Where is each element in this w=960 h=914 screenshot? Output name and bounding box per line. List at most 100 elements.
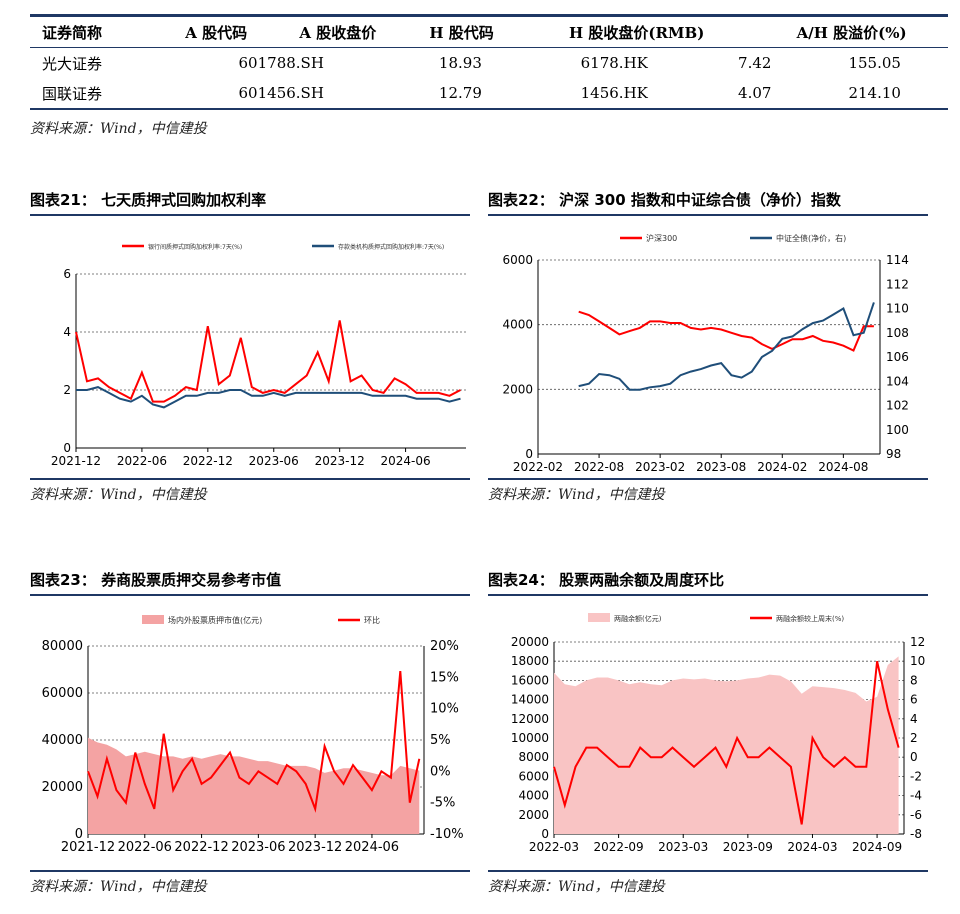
legend-label: 中证全债(净价，右) xyxy=(776,233,846,243)
table-cell: 18.93 xyxy=(438,54,482,72)
figure-source: 资料来源：Wind，中信建投 xyxy=(488,487,665,503)
figure-title-rule xyxy=(30,594,470,596)
margin-balance-chart: 0 2000 4000 6000 8000 10000 12000 14000 16000 180… xyxy=(511,613,925,854)
y-right-tick-label: -4 xyxy=(910,789,922,803)
y-tick-label: 80000 xyxy=(42,639,83,654)
y-tick-label: 2 xyxy=(63,383,71,397)
y-right-tick-label: 0 xyxy=(910,750,918,764)
legend-label: 环比 xyxy=(364,615,380,625)
figure-title-rule xyxy=(488,594,928,596)
table-row: 国联证券 601456.SH 12.79 1456.HK 4.07 214.10 xyxy=(30,78,948,108)
y-tick-label: 2000 xyxy=(518,808,549,822)
header-cell: A/H 股溢价(%) xyxy=(796,23,907,42)
y-tick-label: 0 xyxy=(525,447,533,461)
x-tick-label: 2024-06 xyxy=(345,840,399,855)
x-tick-label: 2022-03 xyxy=(529,840,579,854)
y-tick-label: 4000 xyxy=(502,318,533,332)
x-tick-label: 2023-09 xyxy=(723,840,773,854)
y-right-tick-label: 8 xyxy=(910,673,918,687)
y-tick-label: 2000 xyxy=(502,382,533,396)
y-tick-label: 4000 xyxy=(518,789,549,803)
figure-23-panel: 图表23： 券商股票质押交易参考市值 0 20000 40000 60000 80000… xyxy=(30,570,470,896)
y-right-tick-label: 104 xyxy=(886,374,909,388)
x-tick-label: 2021-12 xyxy=(61,840,115,855)
y-right-tick-label: -6 xyxy=(910,808,922,822)
x-tick-label: 2022-12 xyxy=(183,454,233,468)
table-source: 资料来源：Wind，中信建投 xyxy=(30,121,207,137)
area-series xyxy=(88,737,420,834)
x-tick-label: 2023-12 xyxy=(288,840,342,855)
area-series xyxy=(554,656,899,834)
legend-label: 场内外股票质押市值(亿元) xyxy=(168,615,262,625)
y-tick-label: 10000 xyxy=(511,731,549,745)
y-tick-label: 20000 xyxy=(42,780,83,795)
table-cell: 7.42 xyxy=(738,54,772,72)
y-tick-label: 4 xyxy=(63,325,71,339)
x-tick-label: 2024-08 xyxy=(818,460,868,474)
table-cell: 214.10 xyxy=(848,84,901,102)
y-right-tick-label: 5% xyxy=(430,733,451,748)
y-right-tick-label: 20% xyxy=(430,639,459,654)
table-cell: 601788.SH xyxy=(238,54,324,72)
y-right-tick-label: 2 xyxy=(910,731,918,745)
header-cell: H 股代码 xyxy=(429,23,494,42)
y-right-tick-label: 114 xyxy=(886,253,909,267)
x-tick-label: 2023-08 xyxy=(696,460,746,474)
table-cell: 1456.HK xyxy=(580,84,648,102)
y-tick-label: 6000 xyxy=(502,253,533,267)
figure-24-panel: 图表24： 股票两融余额及周度环比 0 2000 4000 6000 8000 10000… xyxy=(488,570,928,896)
y-right-tick-label: -5% xyxy=(430,796,455,811)
line-series xyxy=(578,302,875,391)
x-tick-label: 2022-06 xyxy=(117,454,167,468)
table-cell: 601456.SH xyxy=(238,84,324,102)
line-series xyxy=(76,386,461,409)
x-tick-label: 2023-06 xyxy=(249,454,299,468)
figure-source: 资料来源：Wind，中信建投 xyxy=(488,879,665,895)
x-tick-label: 2023-03 xyxy=(658,840,708,854)
figure-bottom-rule xyxy=(488,478,928,480)
table-cell: 4.07 xyxy=(738,84,772,102)
figure-21-panel: 图表21： 七天质押式回购加权利率 0 2 4 6 2021-12 2022-06 2022… xyxy=(30,190,470,504)
y-right-tick-label: -8 xyxy=(910,827,922,841)
table-cell: 155.05 xyxy=(848,54,901,72)
figure-bottom-rule xyxy=(488,870,928,872)
legend-swatch xyxy=(588,613,610,622)
x-tick-label: 2023-12 xyxy=(315,454,365,468)
table-cell: 光大证券 xyxy=(42,54,103,73)
y-right-tick-label: 4 xyxy=(910,712,918,726)
y-right-tick-label: 112 xyxy=(886,277,909,291)
x-tick-label: 2024-09 xyxy=(852,840,902,854)
legend-swatch xyxy=(142,615,164,624)
legend-label: 银行间质押式回购加权利率:7天(%) xyxy=(148,243,242,251)
figure-bottom-rule xyxy=(30,870,470,872)
line-series xyxy=(87,671,421,813)
y-right-tick-label: 0% xyxy=(430,764,451,779)
x-tick-label: 2024-03 xyxy=(787,840,837,854)
y-right-tick-label: 10 xyxy=(910,654,925,668)
x-tick-label: 2023-06 xyxy=(231,840,285,855)
y-right-tick-label: -10% xyxy=(430,827,464,842)
y-tick-label: 0 xyxy=(541,827,549,841)
ah-table: 证券简称 A 股代码 A 股收盘价 H 股代码 H 股收盘价(RMB) A/H … xyxy=(30,17,948,47)
y-right-tick-label: 100 xyxy=(886,423,909,437)
y-tick-label: 0 xyxy=(75,827,83,842)
figure-title-rule xyxy=(30,214,470,216)
y-right-tick-label: 98 xyxy=(886,447,901,461)
x-tick-label: 2022-09 xyxy=(594,840,644,854)
x-tick-label: 2022-12 xyxy=(174,840,228,855)
legend-label: 两融余额(亿元) xyxy=(614,614,662,623)
y-tick-label: 0 xyxy=(63,441,71,455)
x-tick-label: 2021-12 xyxy=(51,454,101,468)
header-cell: A 股代码 xyxy=(185,23,248,42)
line-series xyxy=(578,310,874,352)
y-tick-label: 20000 xyxy=(511,635,549,649)
table-cell: 国联证券 xyxy=(42,84,103,103)
y-tick-label: 40000 xyxy=(42,733,83,748)
header-cell: H 股收盘价(RMB) xyxy=(568,23,705,42)
figure-title: 图表22： 沪深 300 指数和中证综合债（净价）指数 xyxy=(488,191,841,209)
figure-bottom-rule xyxy=(30,478,470,480)
x-tick-label: 2022-08 xyxy=(574,460,624,474)
header-cell: A 股收盘价 xyxy=(299,23,377,42)
y-tick-label: 8000 xyxy=(518,750,549,764)
y-tick-label: 18000 xyxy=(511,654,549,668)
